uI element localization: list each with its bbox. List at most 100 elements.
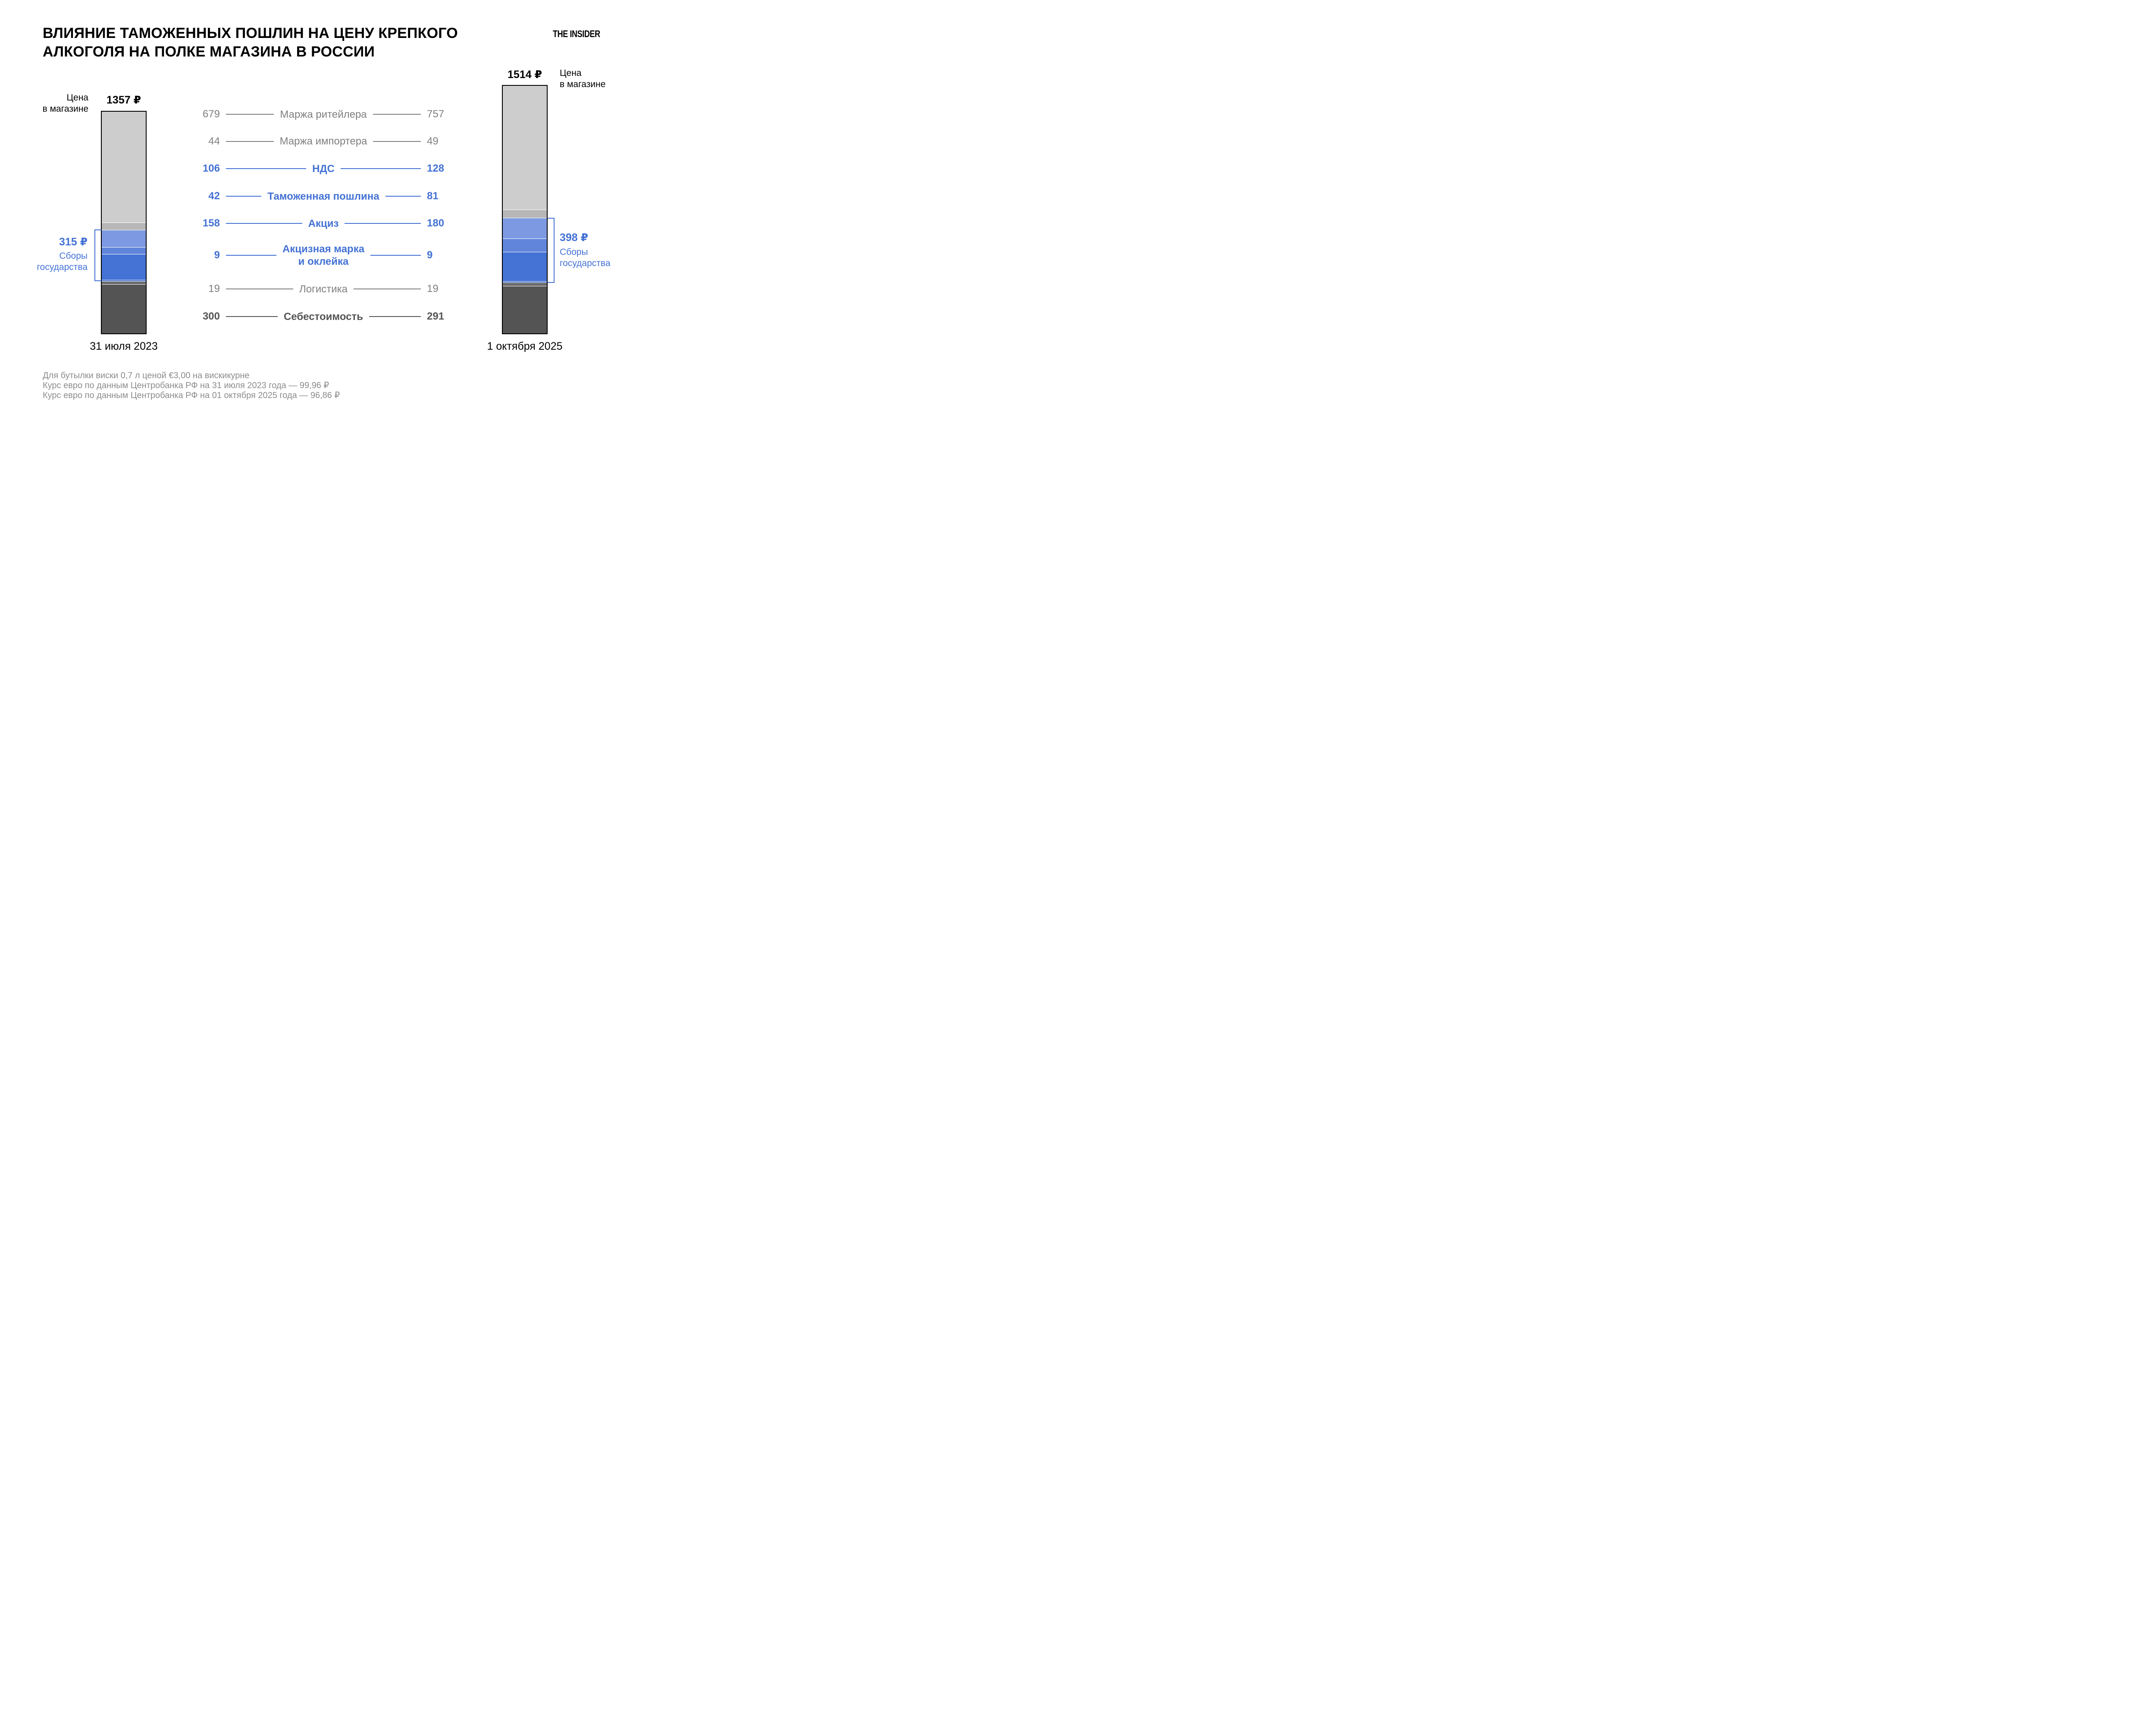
legend-label-line: Акцизная марка	[282, 243, 365, 255]
legend-label-3: Таможенная пошлина	[267, 190, 379, 203]
legend-row-0: 679 Маржа ритейлера 757	[185, 107, 461, 122]
page-title-line-1: ВЛИЯНИЕ ТАМОЖЕННЫХ ПОШЛИН НА ЦЕНУ КРЕПКО…	[43, 25, 458, 41]
connector-line-left-4	[226, 223, 302, 224]
footnote-2: Курс евро по данным Центробанка РФ на 31…	[43, 381, 329, 390]
legend-label-1: Маржа импортера	[280, 135, 367, 147]
bar-segment-2025-4	[503, 251, 547, 282]
bar-segment-2023-4	[102, 254, 146, 280]
state-fees-bracket-2025	[548, 218, 555, 283]
legend-value-2025-6: 19	[427, 283, 439, 295]
connector-line-left-5	[226, 255, 276, 256]
bar-segment-2023-2	[102, 229, 146, 247]
the-insider-logo: THE INSIDER	[553, 28, 600, 39]
store-price-label-right: Цена в магазине	[560, 68, 637, 90]
legend-row-1: 44 Маржа импортера 49	[185, 134, 461, 149]
legend-label-line: Логистика	[299, 283, 348, 295]
connector-line-right-1	[373, 141, 421, 142]
bar-segment-2025-3	[503, 238, 547, 252]
legend-value-2025-2: 128	[427, 163, 445, 174]
total-price-2025: 1514 ₽	[508, 69, 542, 81]
bar-segment-2025-2	[503, 217, 547, 239]
page-title: ВЛИЯНИЕ ТАМОЖЕННЫХ ПОШЛИН НА ЦЕНУ КРЕПКО…	[43, 24, 539, 61]
legend-label-5: Акцизная марка и оклейка	[282, 243, 364, 268]
legend-value-2025-5: 9	[427, 249, 433, 261]
legend-value-2025-4: 180	[427, 217, 445, 229]
connector-line-left-1	[226, 141, 274, 142]
legend-row-7: 300 Себестоимость 291	[185, 309, 461, 324]
bar-segment-2023-5	[102, 279, 146, 282]
legend-value-2023-5: 9	[214, 249, 220, 261]
infographic-canvas: ВЛИЯНИЕ ТАМОЖЕННЫХ ПОШЛИН НА ЦЕНУ КРЕПКО…	[0, 0, 647, 431]
legend-value-2025-0: 757	[427, 108, 445, 120]
legend-label-line: Акциз	[308, 217, 339, 229]
bar-segment-2025-6	[503, 282, 547, 286]
legend-row-3: 42 Таможенная пошлина 81	[185, 189, 461, 204]
bar-segment-2023-3	[102, 247, 146, 254]
legend-label-line: и оклейка	[298, 256, 349, 267]
legend-label-2: НДС	[312, 163, 335, 175]
state-fees-label-2023-line2: государства	[37, 262, 88, 272]
state-fees-amount-2023: 315 ₽	[59, 236, 88, 248]
state-fees-bracket-2023	[94, 229, 101, 281]
bar-segment-2025-1	[503, 210, 547, 218]
legend-label-4: Акциз	[308, 217, 339, 230]
bar-segment-2023-1	[102, 223, 146, 230]
connector-line-left-2	[226, 168, 307, 169]
legend-label-line: Себестоимость	[283, 310, 364, 323]
connector-line-right-0	[373, 114, 421, 115]
legend-value-2025-7: 291	[427, 310, 445, 322]
legend-value-2025-1: 49	[427, 135, 439, 147]
footnote-1: Для бутылки виски 0,7 л ценой €3,00 на в…	[43, 371, 250, 380]
bar-segment-2023-0	[102, 112, 146, 223]
legend-row-6: 19 Логистика 19	[185, 282, 461, 296]
connector-line-left-3	[226, 196, 262, 197]
legend-row-5: 9 Акцизная марка и оклейка 9	[185, 242, 461, 269]
date-label-2025: 1 октября 2025	[487, 340, 563, 352]
stacked-bar-2025	[502, 85, 548, 334]
state-fees-amount-2025: 398 ₽	[560, 232, 589, 244]
bar-segment-2025-0	[503, 86, 547, 210]
legend-label-line: НДС	[312, 163, 335, 175]
date-label-2023: 31 июля 2023	[90, 340, 158, 352]
legend-label-line: Маржа импортера	[279, 135, 367, 147]
legend-value-2023-7: 300	[202, 310, 220, 322]
store-price-label-right-line2: в магазине	[560, 79, 606, 89]
bar-segment-2025-7	[503, 285, 547, 333]
state-fees-label-2025-line1: Сборы	[560, 247, 588, 257]
stacked-bar-2023	[101, 111, 147, 334]
bar-segment-2025-5	[503, 281, 547, 283]
store-price-label-right-line1: Цена	[560, 68, 582, 78]
connector-line-left-0	[226, 114, 274, 115]
legend-label-6: Логистика	[299, 283, 348, 295]
page-title-line-2: АЛКОГОЛЯ НА ПОЛКЕ МАГАЗИНА В РОССИИ	[43, 44, 375, 60]
connector-line-right-7	[369, 316, 421, 317]
connector-line-right-4	[345, 223, 421, 224]
legend-value-2023-4: 158	[202, 217, 220, 229]
connector-line-right-3	[385, 196, 421, 197]
store-price-label-left-line1: Цена	[66, 93, 89, 103]
footnote-3: Курс евро по данным Центробанка РФ на 01…	[43, 391, 340, 400]
total-price-2023: 1357 ₽	[107, 94, 141, 106]
legend-value-2023-1: 44	[208, 135, 220, 147]
connector-line-right-2	[340, 168, 421, 169]
legend-value-2023-3: 42	[208, 190, 220, 202]
state-fees-label-2023-line1: Сборы	[59, 251, 88, 261]
legend-label-7: Себестоимость	[284, 310, 363, 323]
legend-label-line: Маржа ритейлера	[280, 108, 367, 120]
footnotes: Для бутылки виски 0,7 л ценой €3,00 на в…	[43, 371, 474, 401]
legend-row-2: 106 НДС 128	[185, 161, 461, 176]
state-fees-label-2025: Сборы государства	[560, 247, 646, 269]
state-fees-label-2023: Сборы государства	[9, 251, 88, 273]
bar-segment-2023-6	[102, 281, 146, 285]
store-price-label-left: Цена в магазине	[25, 92, 88, 115]
legend-value-2025-3: 81	[427, 190, 439, 202]
legend-value-2023-2: 106	[202, 163, 220, 174]
legend-label-0: Маржа ритейлера	[280, 108, 367, 121]
connector-line-right-5	[370, 255, 421, 256]
legend-row-4: 158 Акциз 180	[185, 216, 461, 231]
legend-label-line: Таможенная пошлина	[267, 190, 379, 202]
store-price-label-left-line2: в магазине	[42, 104, 88, 114]
legend-value-2023-0: 679	[202, 108, 220, 120]
connector-line-left-7	[226, 316, 278, 317]
state-fees-label-2025-line2: государства	[560, 258, 611, 268]
